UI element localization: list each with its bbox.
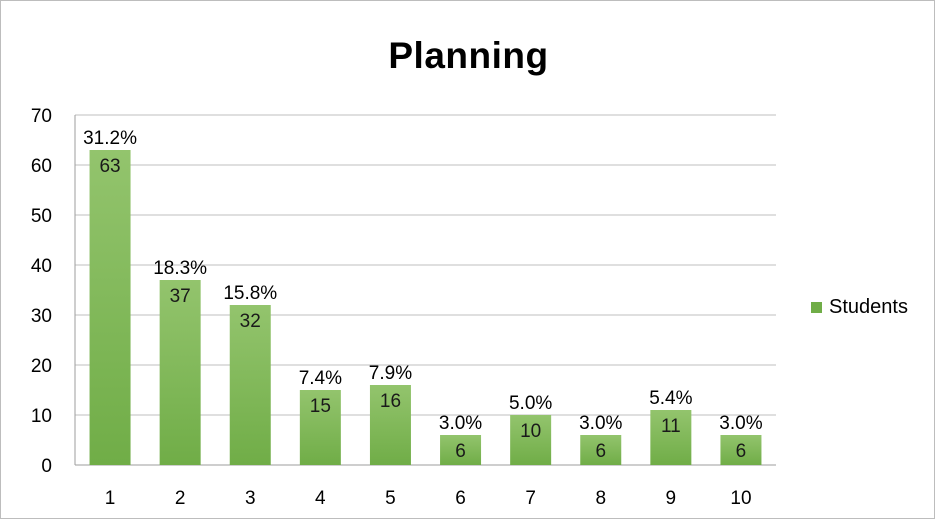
value-label: 6 — [455, 441, 466, 462]
bar — [369, 385, 411, 465]
percent-label: 15.8% — [223, 283, 277, 304]
value-label: 32 — [240, 311, 261, 332]
value-label: 63 — [99, 156, 120, 177]
bar — [299, 390, 341, 465]
x-tick-label: 9 — [666, 488, 677, 509]
percent-label: 5.4% — [649, 388, 692, 409]
percent-label: 5.0% — [509, 393, 552, 414]
x-tick-label: 2 — [175, 488, 186, 509]
y-tick-label: 60 — [31, 156, 52, 177]
value-label: 10 — [520, 421, 541, 442]
value-label: 15 — [310, 396, 331, 417]
y-tick-label: 0 — [41, 456, 52, 477]
x-tick-label: 7 — [525, 488, 536, 509]
percent-label: 18.3% — [153, 258, 207, 279]
value-label: 6 — [595, 441, 606, 462]
bar — [580, 435, 622, 465]
x-tick-label: 5 — [385, 488, 396, 509]
percent-label: 7.4% — [299, 368, 342, 389]
percent-label: 3.0% — [579, 413, 622, 434]
legend: Students — [811, 295, 908, 319]
percent-label: 7.9% — [369, 363, 412, 384]
y-tick-label: 30 — [31, 306, 52, 327]
y-tick-label: 50 — [31, 206, 52, 227]
legend-label: Students — [829, 295, 908, 318]
x-tick-label: 4 — [315, 488, 326, 509]
y-tick-label: 20 — [31, 356, 52, 377]
bar — [89, 150, 131, 465]
bar — [159, 280, 201, 465]
chart-title: Planning — [388, 35, 549, 76]
x-tick-label: 10 — [730, 488, 751, 509]
bar — [650, 410, 692, 465]
y-tick-label: 70 — [31, 106, 52, 127]
x-tick-label: 3 — [245, 488, 256, 509]
percent-label: 3.0% — [439, 413, 482, 434]
y-tick-label: 40 — [31, 256, 52, 277]
bar — [229, 305, 271, 465]
bar — [720, 435, 762, 465]
legend-swatch — [811, 301, 822, 313]
x-tick-label: 6 — [455, 488, 466, 509]
y-tick-label: 10 — [31, 406, 52, 427]
x-tick-label: 8 — [595, 488, 606, 509]
value-label: 37 — [170, 286, 191, 307]
x-tick-label: 1 — [105, 488, 116, 509]
percent-label: 3.0% — [719, 413, 762, 434]
percent-label: 31.2% — [83, 128, 137, 149]
value-label: 11 — [661, 416, 681, 437]
value-label: 6 — [736, 441, 747, 462]
value-label: 16 — [380, 391, 401, 412]
bar — [510, 415, 552, 465]
bar — [440, 435, 482, 465]
